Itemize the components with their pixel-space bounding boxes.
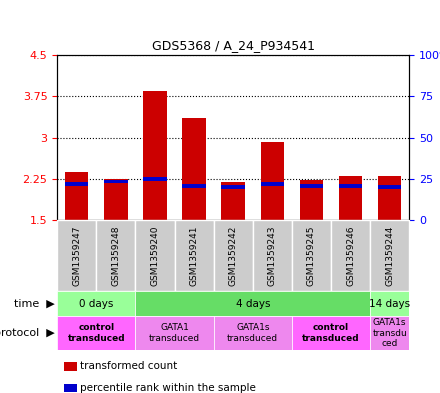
Bar [260, 182, 284, 186]
FancyBboxPatch shape [214, 220, 253, 291]
Bar [300, 180, 323, 220]
Bar [104, 179, 128, 220]
FancyBboxPatch shape [214, 316, 292, 350]
Text: transformed count: transformed count [80, 361, 177, 371]
Text: 0 days: 0 days [79, 299, 114, 309]
Bar [378, 176, 401, 220]
Text: time  ▶: time ▶ [15, 299, 55, 309]
Bar [221, 185, 245, 189]
Text: control
transduced: control transduced [67, 323, 125, 343]
Bar [300, 184, 323, 188]
Text: GATA1s
transduced: GATA1s transduced [227, 323, 279, 343]
Text: 14 days: 14 days [369, 299, 410, 309]
Bar [182, 118, 206, 220]
Bar [339, 176, 362, 220]
Bar [65, 182, 88, 186]
Bar [104, 180, 128, 184]
Bar [378, 185, 401, 189]
Title: GDS5368 / A_24_P934541: GDS5368 / A_24_P934541 [152, 39, 315, 52]
Text: GSM1359248: GSM1359248 [111, 225, 121, 286]
FancyBboxPatch shape [136, 316, 214, 350]
Text: 4 days: 4 days [235, 299, 270, 309]
FancyBboxPatch shape [370, 291, 409, 316]
Text: GSM1359242: GSM1359242 [229, 225, 238, 286]
Text: percentile rank within the sample: percentile rank within the sample [80, 383, 256, 393]
FancyBboxPatch shape [136, 291, 370, 316]
Bar [143, 177, 167, 181]
Text: GSM1359247: GSM1359247 [72, 225, 81, 286]
Bar [143, 91, 167, 220]
Text: GSM1359241: GSM1359241 [190, 225, 198, 286]
FancyBboxPatch shape [175, 220, 214, 291]
FancyBboxPatch shape [57, 291, 136, 316]
Bar [221, 182, 245, 220]
Text: GSM1359245: GSM1359245 [307, 225, 316, 286]
FancyBboxPatch shape [370, 316, 409, 350]
FancyBboxPatch shape [370, 220, 409, 291]
FancyBboxPatch shape [136, 220, 175, 291]
Text: GATA1
transduced: GATA1 transduced [149, 323, 200, 343]
Text: GSM1359240: GSM1359240 [150, 225, 159, 286]
Text: GSM1359246: GSM1359246 [346, 225, 355, 286]
Text: GSM1359243: GSM1359243 [268, 225, 277, 286]
Bar [339, 184, 362, 188]
Bar [182, 184, 206, 188]
FancyBboxPatch shape [57, 220, 96, 291]
Bar [64, 362, 77, 371]
Text: GSM1359244: GSM1359244 [385, 225, 394, 286]
FancyBboxPatch shape [57, 316, 136, 350]
FancyBboxPatch shape [292, 220, 331, 291]
FancyBboxPatch shape [292, 316, 370, 350]
Bar [64, 384, 77, 392]
Text: control
transduced: control transduced [302, 323, 360, 343]
FancyBboxPatch shape [96, 220, 136, 291]
Text: GATA1s
transdu
ced: GATA1s transdu ced [372, 318, 407, 348]
FancyBboxPatch shape [253, 220, 292, 291]
Bar [65, 172, 88, 220]
Bar [260, 142, 284, 220]
FancyBboxPatch shape [331, 220, 370, 291]
Text: protocol  ▶: protocol ▶ [0, 328, 55, 338]
